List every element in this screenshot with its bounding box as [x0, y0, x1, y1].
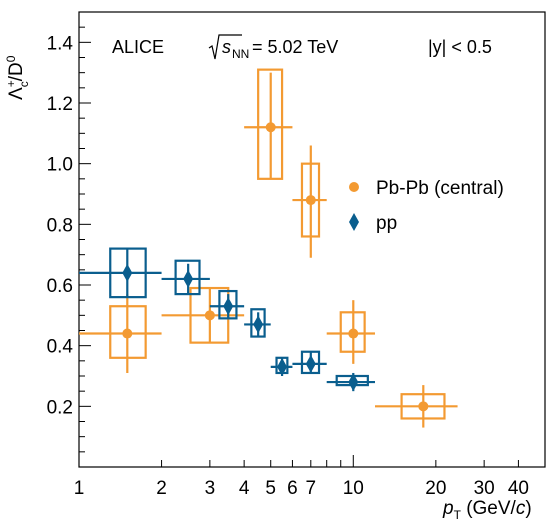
y-tick-label: 1.0: [47, 155, 73, 176]
data-point: [348, 328, 359, 339]
data-point: [305, 195, 316, 206]
legend-item-pp: pp: [349, 213, 397, 234]
data-point: [183, 269, 194, 288]
x-tick-label: 40: [508, 478, 529, 499]
data-point: [122, 328, 133, 339]
y-title-rest: /D: [6, 62, 27, 81]
y-axis-title: Λ+c/D0: [4, 55, 31, 100]
experiment-label: ALICE: [112, 37, 164, 57]
legend-label-pbpb: Pb-Pb (central): [376, 178, 504, 199]
x-tick-label: 6: [287, 478, 298, 499]
legend-marker-diamond: [349, 213, 359, 231]
rapidity-label: |y| < 0.5: [428, 37, 492, 57]
x-tick-label: 20: [425, 478, 446, 499]
x-title-sub: T: [454, 508, 462, 522]
energy-sqrt-symbol: s: [222, 37, 231, 57]
series-pp: [79, 247, 376, 392]
legend: Pb-Pb (central) pp: [349, 178, 504, 234]
energy-label: s NN = 5.02 TeV: [208, 34, 338, 61]
x-axis-title: pT (GeV/c): [442, 498, 532, 522]
x-title-c: c: [516, 498, 526, 519]
x-tick-label: 30: [474, 478, 495, 499]
x-tick-label: 5: [265, 478, 276, 499]
data-point: [253, 315, 264, 334]
y-tick-label: 1.2: [47, 94, 73, 115]
y-tick-label: 0.2: [47, 397, 73, 418]
data-point: [204, 310, 215, 321]
data-point: [348, 373, 359, 392]
x-tick-label: 3: [205, 478, 216, 499]
y-title-sup2: 0: [4, 55, 18, 62]
legend-item-pbpb: Pb-Pb (central): [349, 178, 504, 199]
y-tick-label: 0.4: [47, 337, 74, 358]
y-title-sup: +: [4, 80, 18, 87]
data-point: [418, 401, 429, 412]
chart-marks: 1 2 3 4 5 6 7 10 20 30 40 0.2 0.4 0.6 0.8 1.0 1.2 1.4: [47, 11, 546, 499]
legend-label-pp: pp: [376, 213, 397, 234]
x-tick-label: 2: [156, 478, 167, 499]
legend-marker-circle: [349, 182, 359, 192]
x-tick-label: 4: [239, 478, 250, 499]
x-title-rest: (GeV/: [461, 498, 517, 519]
energy-value: = 5.02 TeV: [252, 37, 338, 57]
sqrt-sign-icon: [208, 34, 242, 60]
svg-text:Λ+c/D0: Λ+c/D0: [4, 55, 31, 100]
x-tick-label: 7: [306, 478, 317, 499]
y-title-sub: c: [17, 81, 31, 87]
y-tick-label: 0.8: [47, 215, 73, 236]
y-tick-label: 0.6: [47, 276, 73, 297]
data-point: [223, 297, 234, 316]
data-point: [122, 263, 133, 282]
x-tick-label: 10: [343, 478, 364, 499]
data-point: [305, 354, 316, 373]
x-title-p: p: [442, 498, 454, 519]
energy-subscript: NN: [232, 47, 249, 61]
x-tick-label: 1: [74, 478, 85, 499]
y-title-lambda: Λ: [6, 87, 27, 100]
data-point: [265, 122, 276, 133]
y-tick-label: 1.4: [47, 33, 74, 54]
data-point: [277, 357, 288, 376]
x-title-close: ): [525, 498, 531, 519]
